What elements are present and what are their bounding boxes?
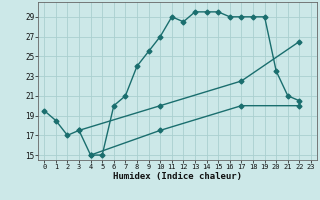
X-axis label: Humidex (Indice chaleur): Humidex (Indice chaleur) [113, 172, 242, 181]
